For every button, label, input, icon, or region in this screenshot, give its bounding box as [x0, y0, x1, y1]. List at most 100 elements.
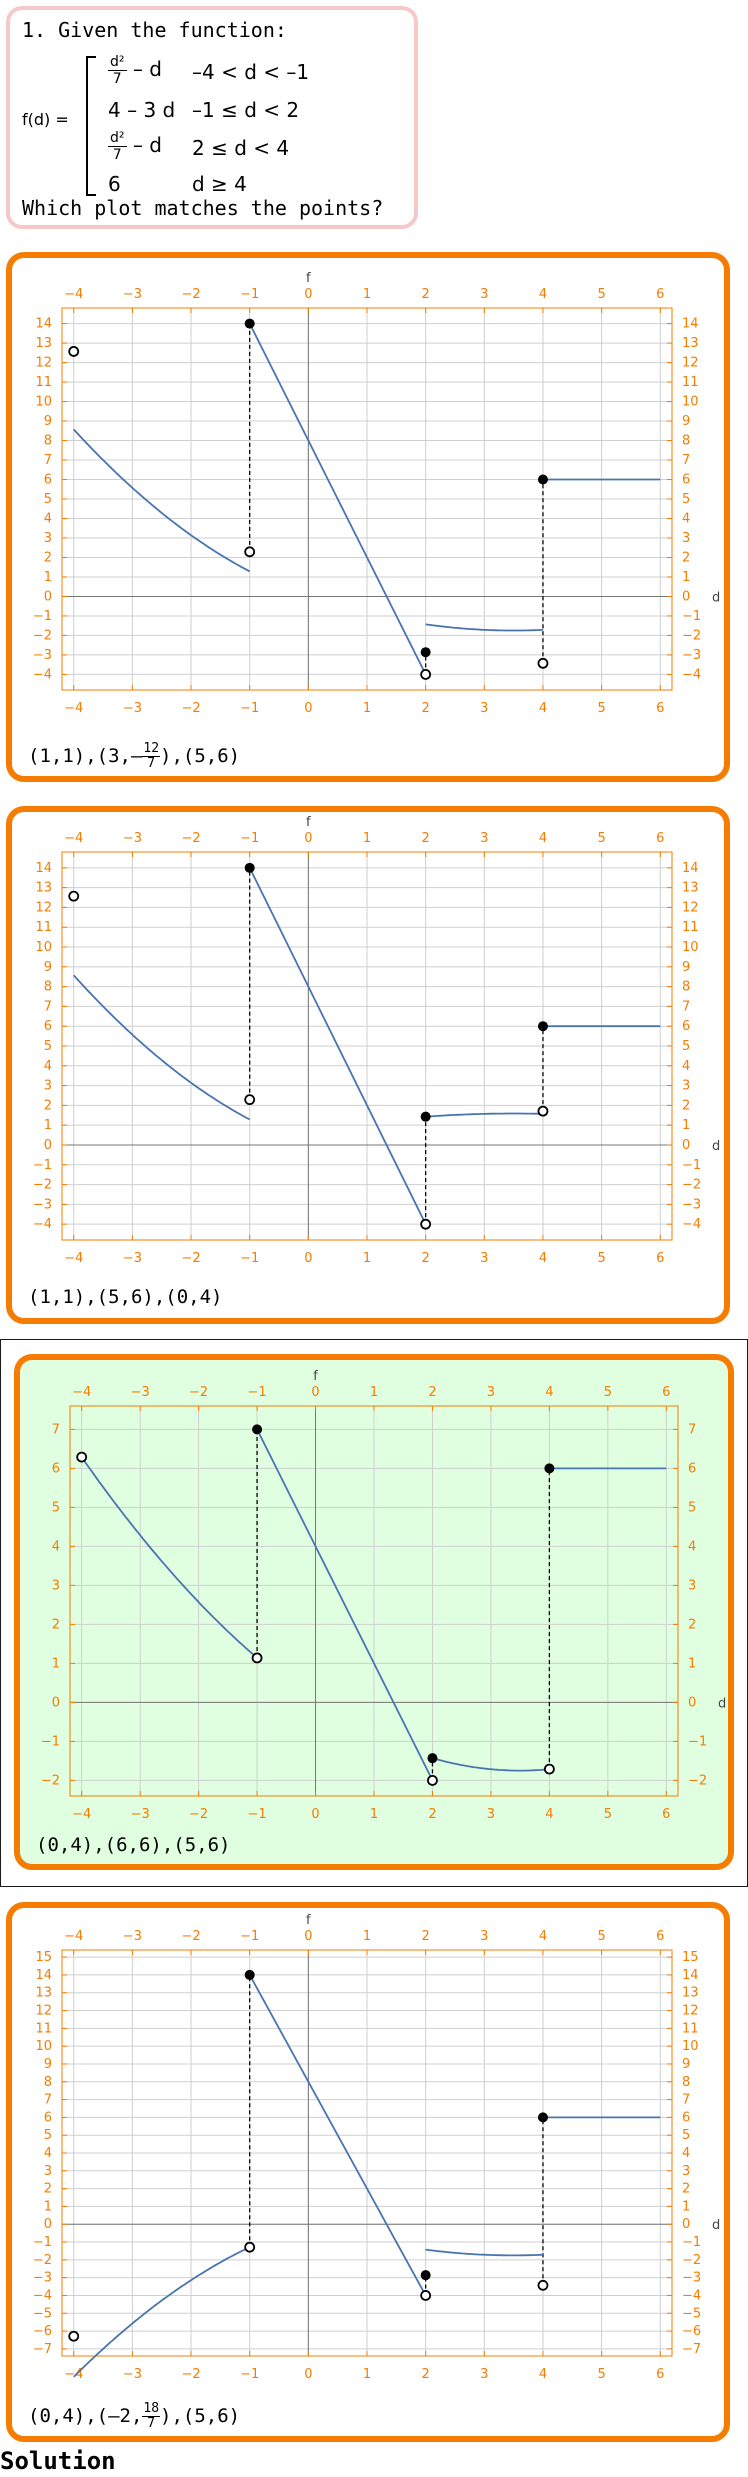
y-tick-label-left: −7	[33, 2342, 52, 2357]
x-tick-label-top: 3	[480, 1929, 488, 1944]
x-tick-label-top: 0	[304, 1929, 312, 1944]
x-tick-label-top: −3	[131, 1385, 150, 1400]
x-tick-label-bottom: 0	[304, 701, 312, 716]
x-tick-label-bottom: 1	[370, 1807, 378, 1822]
y-tick-label-right: 4	[682, 511, 690, 526]
y-tick-label-right: 0	[682, 2217, 690, 2232]
y-tick-label-left: 14	[35, 1968, 52, 1983]
y-tick-label-left: 6	[44, 2110, 52, 2125]
curve-segment	[80, 1456, 258, 1659]
option-card-2[interactable]: −4 −4 −3 −3 −2 −2 −1 −1 0 0 1 1 2 2 3 3 4 4 5 5 6 6 −4 −4 −3 −3 −2…	[6, 806, 730, 1324]
y-tick-label-right: 12	[682, 2004, 699, 2019]
x-tick-label-bottom: 2	[428, 1807, 436, 1822]
y-tick-label-left: −2	[33, 628, 52, 643]
y-tick-label-right: 13	[682, 1986, 699, 2001]
x-axis-label: d	[712, 2218, 720, 2233]
y-tick-label-right: 11	[682, 2021, 699, 2036]
y-tick-label-left: 7	[52, 1422, 60, 1437]
x-tick-label-bottom: 6	[656, 701, 664, 716]
x-tick-label-bottom: 1	[363, 701, 371, 716]
y-tick-label-right: 11	[682, 920, 699, 935]
x-tick-label-bottom: −1	[240, 1251, 259, 1266]
x-tick-label-bottom: 3	[480, 2367, 488, 2382]
y-tick-label-left: 6	[44, 473, 52, 488]
y-tick-label-right: 9	[682, 2057, 690, 2072]
y-tick-label-left: −3	[33, 2271, 52, 2286]
x-tick-label-bottom: 3	[487, 1807, 495, 1822]
y-tick-label-right: −3	[682, 648, 701, 663]
y-tick-label-right: 2	[688, 1617, 696, 1632]
x-tick-label-bottom: −2	[181, 2367, 200, 2382]
x-tick-label-bottom: 0	[304, 2367, 312, 2382]
x-tick-label-top: −2	[189, 1385, 208, 1400]
x-tick-label-top: −1	[240, 831, 259, 846]
curve-segment	[425, 1112, 544, 1118]
curve-segment	[425, 623, 544, 632]
x-tick-label-top: −3	[123, 831, 142, 846]
option-card-4[interactable]: −4 −4 −3 −3 −2 −2 −1 −1 0 0 1 1 2 2 3 3 4 4 5 5 6 6 −7 −7 −6 −6 −5…	[6, 1902, 730, 2442]
y-tick-label-left: 8	[44, 434, 52, 449]
x-tick-label-top: 6	[656, 1929, 664, 1944]
y-axis-label: f	[306, 1913, 311, 1928]
grid	[62, 1950, 672, 2356]
x-tick-label-bottom: 6	[662, 1807, 670, 1822]
x-tick-label-top: 4	[539, 287, 547, 302]
x-tick-label-top: 6	[656, 287, 664, 302]
piece-2: 4 – 3 d	[108, 98, 176, 122]
y-tick-label-left: 5	[44, 492, 52, 507]
y-tick-label-right: 5	[682, 492, 690, 507]
y-tick-label-right: 6	[682, 473, 690, 488]
y-tick-label-left: −3	[33, 648, 52, 663]
option-card-1[interactable]: −4 −4 −3 −3 −2 −2 −1 −1 0 0 1 1 2 2 3 3 4 4 5 5 6 6 −4 −4 −3 −3 −2…	[6, 252, 730, 782]
open-point	[420, 669, 432, 680]
y-tick-label-right: 13	[682, 881, 699, 896]
y-tick-label-right: 8	[682, 434, 690, 449]
x-tick-label-top: 2	[422, 831, 430, 846]
y-tick-label-right: 5	[682, 2128, 690, 2143]
open-point	[68, 2330, 80, 2342]
y-tick-label-right: 2	[682, 1098, 690, 1113]
closed-point	[244, 1969, 255, 1980]
y-tick-label-left: 10	[35, 2039, 52, 2054]
x-tick-label-top: −4	[64, 287, 83, 302]
x-tick-label-bottom: 3	[480, 701, 488, 716]
x-tick-label-bottom: 5	[597, 1251, 605, 1266]
closed-point	[420, 647, 431, 658]
x-tick-label-bottom: −3	[123, 1251, 142, 1266]
y-tick-label-right: 13	[682, 336, 699, 351]
y-tick-label-left: 11	[35, 2021, 52, 2036]
piece-3-condition: 2 ≤ d < 4	[192, 136, 290, 160]
y-tick-label-right: −4	[682, 2288, 701, 2303]
x-tick-label-top: 3	[480, 287, 488, 302]
option-1-caption: (1,1),(3,– 12 7),(5,6)	[28, 741, 241, 771]
x-tick-label-top: −2	[181, 831, 200, 846]
y-tick-label-left: 1	[44, 2199, 52, 2214]
x-tick-label-bottom: 6	[656, 1251, 664, 1266]
x-tick-label-top: −1	[247, 1385, 266, 1400]
y-tick-label-left: −1	[33, 1158, 52, 1173]
y-tick-label-left: 0	[52, 1695, 60, 1710]
piece-1: d² 7 – d	[108, 54, 162, 87]
closed-point	[244, 862, 255, 873]
x-tick-label-top: 1	[363, 287, 371, 302]
y-tick-label-left: 9	[44, 960, 52, 975]
y-tick-label-right: 6	[688, 1461, 696, 1476]
y-tick-label-left: 3	[44, 2164, 52, 2179]
y-tick-label-left: 5	[44, 2128, 52, 2143]
y-tick-label-left: 9	[44, 2057, 52, 2072]
curve-segment	[73, 428, 251, 573]
y-tick-label-right: 8	[682, 2075, 690, 2090]
y-tick-label-right: 3	[682, 1079, 690, 1094]
y-tick-label-left: 9	[44, 414, 52, 429]
y-tick-label-right: 10	[682, 940, 699, 955]
closed-point	[244, 318, 255, 329]
option-card-3[interactable]: −4 −4 −3 −3 −2 −2 −1 −1 0 0 1 1 2 2 3 3 4 4 5 5 6 6 −2 −2 −1 −1 0 0…	[14, 1354, 734, 1870]
x-tick-label-top: 6	[656, 831, 664, 846]
x-tick-label-bottom: −4	[64, 701, 83, 716]
y-tick-label-left: 8	[44, 2075, 52, 2090]
y-tick-label-right: 5	[688, 1500, 696, 1515]
grid	[62, 308, 672, 690]
y-axis-label: f	[306, 815, 311, 830]
x-tick-label-top: 3	[487, 1385, 495, 1400]
